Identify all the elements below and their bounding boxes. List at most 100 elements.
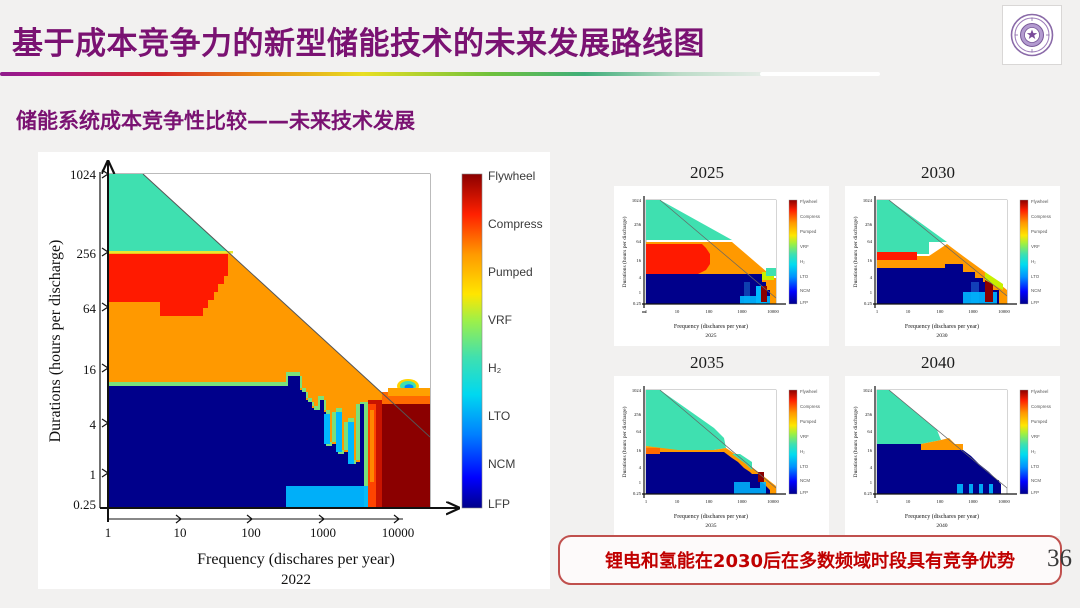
page-number: 36 bbox=[1047, 545, 1072, 572]
xtick-label: 10 bbox=[174, 525, 187, 540]
colorbar-label: LTO bbox=[800, 464, 809, 469]
title-divider bbox=[0, 72, 790, 76]
colorbar bbox=[1019, 389, 1029, 495]
colorbar-label: Compress bbox=[1031, 214, 1052, 219]
colorbar-label: Flywheel bbox=[1031, 199, 1048, 204]
seal-icon bbox=[1010, 13, 1054, 57]
mini-chart-title-2040: 2040 bbox=[921, 353, 955, 372]
colorbar-label: NCM bbox=[1031, 478, 1041, 483]
ytick-label: 1024 bbox=[863, 198, 873, 203]
colorbar-label: LFP bbox=[800, 490, 808, 495]
xtick-label: 100 bbox=[706, 309, 714, 314]
y-axis-title: Durations (hours per discharge) bbox=[852, 216, 859, 287]
ytick-label: 0.25 bbox=[73, 497, 96, 512]
colorbar-label: NCM bbox=[488, 457, 515, 471]
ytick-label: 0.25 bbox=[864, 491, 873, 496]
ytick-label: 1 bbox=[870, 480, 873, 485]
xtick-label: 1 bbox=[645, 309, 648, 314]
ytick-label: 256 bbox=[634, 222, 642, 227]
colorbar-label: NCM bbox=[1031, 288, 1041, 293]
title-divider-tail bbox=[760, 72, 880, 76]
colorbar-label: LTO bbox=[1031, 274, 1040, 279]
ytick-label: 64 bbox=[867, 429, 872, 434]
xtick-label: 10000 bbox=[998, 309, 1010, 314]
colorbar-label: Pumped bbox=[1031, 229, 1048, 234]
mini-heatmap-2025: 1024 256 64 16 4 1 0.25 1 10 100 1000 10… bbox=[621, 196, 821, 339]
xtick-label: 100 bbox=[937, 309, 945, 314]
xtick-label: 10000 bbox=[998, 499, 1010, 504]
colorbar-label: H₂ bbox=[800, 449, 805, 454]
ytick-label: 16 bbox=[867, 448, 872, 453]
ytick-label: 1024 bbox=[632, 198, 642, 203]
colorbar-label: VRF bbox=[1031, 434, 1040, 439]
ytick-label: 1 bbox=[639, 480, 642, 485]
ytick-label: 16 bbox=[636, 258, 641, 263]
xtick-label: 10000 bbox=[382, 525, 415, 540]
colorbar-label: VRF bbox=[800, 244, 809, 249]
ytick-label: 1024 bbox=[632, 388, 642, 393]
xtick-label: 100 bbox=[706, 499, 714, 504]
xtick-label: 10000 bbox=[767, 309, 779, 314]
mini-heatmap-2035: 1024 256 64 16 4 1 0.25 1 10 100 1000 10… bbox=[621, 386, 821, 529]
conclusion-callout: 锂电和氢能在2030后在多数频域时段具有竞争优势 bbox=[558, 535, 1062, 585]
colorbar-label: Compress bbox=[800, 404, 821, 409]
xtick-label: 10 bbox=[906, 309, 911, 314]
year-label: 2035 bbox=[705, 523, 716, 529]
colorbar-label: Flywheel bbox=[1031, 389, 1048, 394]
x-axis-title: Frequency (dischares per year) bbox=[197, 551, 395, 568]
xtick-label: 1000 bbox=[968, 309, 978, 314]
colorbar-label: LFP bbox=[1031, 490, 1039, 495]
colorbar-label: Pumped bbox=[1031, 419, 1048, 424]
colorbar-label: VRF bbox=[800, 434, 809, 439]
ytick-label: 256 bbox=[865, 222, 873, 227]
colorbar bbox=[1019, 199, 1029, 305]
ytick-label: 4 bbox=[90, 417, 97, 432]
ytick-label: 0.25 bbox=[633, 301, 642, 306]
xtick-label: 10 bbox=[906, 499, 911, 504]
colorbar-label: Pumped bbox=[800, 419, 817, 424]
colorbar-label: Flywheel bbox=[800, 389, 817, 394]
mini-chart-card-2025: 1024 256 64 16 4 1 0.25 1 10 100 1000 10… bbox=[614, 186, 829, 346]
xtick-label: 1 bbox=[876, 309, 879, 314]
y-axis-title: Durations (hours per discharge) bbox=[47, 240, 64, 443]
xtick-label: 1000 bbox=[737, 499, 747, 504]
colorbar-label: Compress bbox=[800, 214, 821, 219]
main-heatmap-chart: 1024 256 64 16 4 1 0.25 1 10 100 1000 10… bbox=[47, 152, 543, 588]
ytick-label: 64 bbox=[636, 429, 641, 434]
ytick-label: 0.25 bbox=[864, 301, 873, 306]
xtick-label: 10 bbox=[675, 499, 680, 504]
university-seal-logo bbox=[1002, 5, 1062, 65]
year-label: 2030 bbox=[936, 333, 947, 339]
colorbar-label: Pumped bbox=[488, 265, 533, 279]
xtick-label: 1 bbox=[105, 525, 112, 540]
colorbar-label: H₂ bbox=[1031, 259, 1036, 264]
x-axis-title: Frequency (dischares per year) bbox=[905, 323, 979, 330]
colorbar-label: LFP bbox=[488, 497, 510, 511]
y-axis-title: Durations (hours per discharge) bbox=[852, 406, 859, 477]
xtick-label: 10 bbox=[675, 309, 680, 314]
colorbar-label: Pumped bbox=[800, 229, 817, 234]
mini-heatmap-2030: 1024 256 64 16 4 1 0.25 1 10 100 1000 10… bbox=[852, 196, 1052, 339]
xtick-label: 1 bbox=[645, 499, 648, 504]
ytick-label: 4 bbox=[639, 465, 642, 470]
xtick-label: 1 bbox=[876, 499, 879, 504]
ytick-label: 1024 bbox=[70, 167, 97, 182]
year-label: 2025 bbox=[705, 333, 716, 339]
mini-chart-title-2030: 2030 bbox=[921, 163, 955, 182]
xtick-label: 1000 bbox=[737, 309, 747, 314]
page-title: 基于成本竞争力的新型储能技术的未来发展路线图 bbox=[12, 26, 705, 62]
ytick-label: 4 bbox=[639, 275, 642, 280]
colorbar-label: VRF bbox=[488, 313, 512, 327]
colorbar-label: LTO bbox=[800, 274, 809, 279]
ytick-label: 1 bbox=[870, 290, 873, 295]
colorbar-label: NCM bbox=[800, 478, 810, 483]
mini-heatmap-2040: 1024 256 64 16 4 1 0.25 1 10 100 1000 10… bbox=[852, 386, 1052, 529]
ytick-label: 16 bbox=[83, 362, 97, 377]
ytick-label: 4 bbox=[870, 275, 873, 280]
colorbar-label: LTO bbox=[488, 409, 510, 423]
colorbar-label: VRF bbox=[1031, 244, 1040, 249]
section-subtitle: 储能系统成本竞争性比较——未来技术发展 bbox=[16, 109, 415, 133]
ytick-label: 256 bbox=[634, 412, 642, 417]
ytick-label: 16 bbox=[636, 448, 641, 453]
